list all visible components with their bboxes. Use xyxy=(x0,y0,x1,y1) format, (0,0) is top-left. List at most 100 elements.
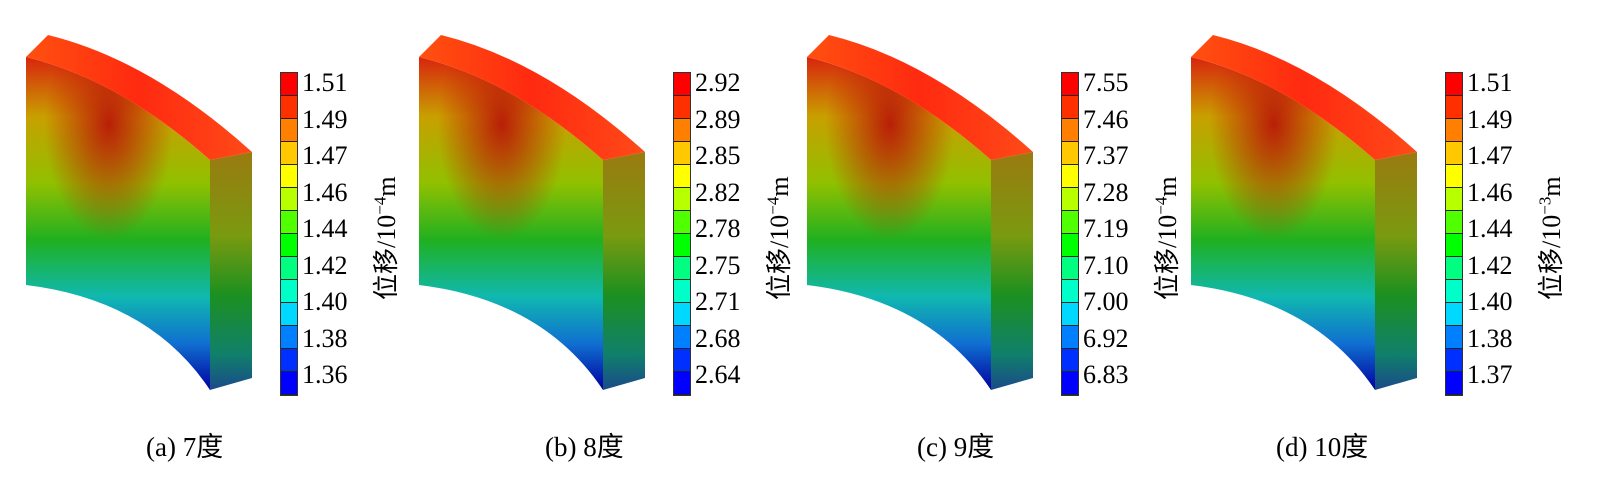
legend-tick-label: 2.68 xyxy=(695,323,741,353)
side-face xyxy=(1375,152,1417,390)
top-face xyxy=(1191,35,1417,160)
legend-color-cell xyxy=(1446,372,1462,395)
legend-tick-label: 7.19 xyxy=(1083,214,1129,243)
color-legend-bar xyxy=(673,72,691,396)
legend-color-cell xyxy=(281,119,297,142)
legend-color-cell xyxy=(1446,119,1462,142)
legend-tick-label: 7.37 xyxy=(1083,141,1129,170)
legend-color-cell xyxy=(1062,303,1078,326)
legend-color-cell xyxy=(1062,73,1078,96)
legend-color-cell xyxy=(674,142,690,165)
legend-color-cell xyxy=(674,234,690,257)
legend-tick-label: 1.38 xyxy=(1467,323,1513,353)
legend-color-cell xyxy=(1446,257,1462,280)
hotspot xyxy=(26,57,210,390)
legend-unit-label: 位移/10−3m xyxy=(1535,176,1566,300)
top-face xyxy=(807,35,1033,160)
panel-caption: (c) 9度 xyxy=(917,432,995,462)
legend-color-cell xyxy=(674,165,690,188)
legend-color-cell xyxy=(674,257,690,280)
legend-color-cell xyxy=(674,96,690,119)
color-legend-bar xyxy=(280,72,298,396)
legend-tick-label: 1.44 xyxy=(1467,214,1513,243)
legend-color-cell xyxy=(674,303,690,326)
legend-color-cell xyxy=(281,142,297,165)
legend-tick-label: 1.47 xyxy=(1467,141,1513,170)
displacement-contour-shape xyxy=(807,35,1033,390)
legend-color-cell xyxy=(281,280,297,303)
panel-3: 1.51 1.49 1.47 1.46 1.44 1.42 1.40 1.38 1.37 位移/1… xyxy=(1165,0,1569,481)
legend-tick-label: 1.37 xyxy=(1467,360,1513,389)
legend-color-cell xyxy=(281,372,297,395)
legend-color-cell xyxy=(1062,211,1078,234)
legend-color-cell xyxy=(674,349,690,372)
legend-tick-label: 2.71 xyxy=(695,287,741,316)
legend-tick-label: 2.78 xyxy=(695,214,741,243)
color-legend-bar xyxy=(1445,72,1463,396)
panel-caption: (d) 10度 xyxy=(1276,432,1369,462)
legend-tick-label: 7.00 xyxy=(1083,287,1129,316)
legend-color-cell xyxy=(1446,73,1462,96)
legend-color-cell xyxy=(1446,303,1462,326)
legend-tick-label: 1.36 xyxy=(302,360,348,389)
legend-color-cell xyxy=(281,211,297,234)
legend-color-cell xyxy=(281,73,297,96)
legend-color-cell xyxy=(1062,96,1078,119)
legend-color-cell xyxy=(1446,142,1462,165)
displacement-contour-shape xyxy=(419,35,645,390)
displacement-contour-shape xyxy=(1191,35,1417,390)
legend-color-cell xyxy=(1062,257,1078,280)
legend-tick-label: 1.51 xyxy=(1467,68,1513,97)
legend-tick-label: 1.40 xyxy=(1467,287,1513,316)
color-legend-bar xyxy=(1061,72,1079,396)
legend-color-cell xyxy=(1062,280,1078,303)
legend-tick-label: 6.92 xyxy=(1083,323,1129,353)
legend-tick-label: 2.92 xyxy=(695,68,741,97)
legend-tick-label: 1.46 xyxy=(1467,177,1513,207)
side-face xyxy=(210,152,252,390)
legend-color-cell xyxy=(281,234,297,257)
legend-color-cell xyxy=(1446,234,1462,257)
legend-color-cell xyxy=(1062,142,1078,165)
legend-tick-label: 1.49 xyxy=(1467,104,1513,134)
legend-color-cell xyxy=(674,280,690,303)
side-face xyxy=(991,152,1033,390)
legend-color-cell xyxy=(1062,165,1078,188)
panel-caption: (a) 7度 xyxy=(146,432,224,462)
legend-tick-label: 2.64 xyxy=(695,360,741,389)
legend-color-cell xyxy=(1062,326,1078,349)
hotspot xyxy=(807,57,991,390)
top-face xyxy=(419,35,645,160)
hotspot xyxy=(419,57,603,390)
hotspot xyxy=(1191,57,1375,390)
legend-color-cell xyxy=(674,326,690,349)
top-face xyxy=(26,35,252,160)
legend-tick-label: 1.42 xyxy=(1467,250,1513,280)
panel-1: 2.92 2.89 2.85 2.82 2.78 2.75 2.71 2.68 2.64 位移/1… xyxy=(393,0,797,481)
legend-tick-label: 7.55 xyxy=(1083,68,1129,97)
legend-tick-label: 7.10 xyxy=(1083,250,1129,280)
panel-2: 7.55 7.46 7.37 7.28 7.19 7.10 7.00 6.92 6.83 位移/1… xyxy=(781,0,1185,481)
legend-color-cell xyxy=(281,188,297,211)
legend-color-cell xyxy=(1446,165,1462,188)
legend-color-cell xyxy=(281,257,297,280)
legend-color-cell xyxy=(1062,349,1078,372)
legend-tick-label: 1.46 xyxy=(302,177,348,207)
legend-tick-label: 1.47 xyxy=(302,141,348,170)
legend-tick-label: 1.51 xyxy=(302,68,348,97)
panel-0: 1.51 1.49 1.47 1.46 1.44 1.42 1.40 1.38 1.36 位移/1… xyxy=(0,0,404,481)
legend-color-cell xyxy=(1062,372,1078,395)
legend-tick-label: 7.28 xyxy=(1083,177,1129,207)
legend-tick-label: 1.38 xyxy=(302,323,348,353)
legend-color-cell xyxy=(1446,349,1462,372)
legend-tick-label: 1.42 xyxy=(302,250,348,280)
legend-color-cell xyxy=(1062,234,1078,257)
legend-color-cell xyxy=(281,165,297,188)
legend-tick-label: 2.75 xyxy=(695,250,741,280)
legend-tick-label: 1.49 xyxy=(302,104,348,134)
legend-tick-label: 2.89 xyxy=(695,104,741,134)
side-face xyxy=(603,152,645,390)
legend-color-cell xyxy=(281,326,297,349)
legend-color-cell xyxy=(1446,326,1462,349)
